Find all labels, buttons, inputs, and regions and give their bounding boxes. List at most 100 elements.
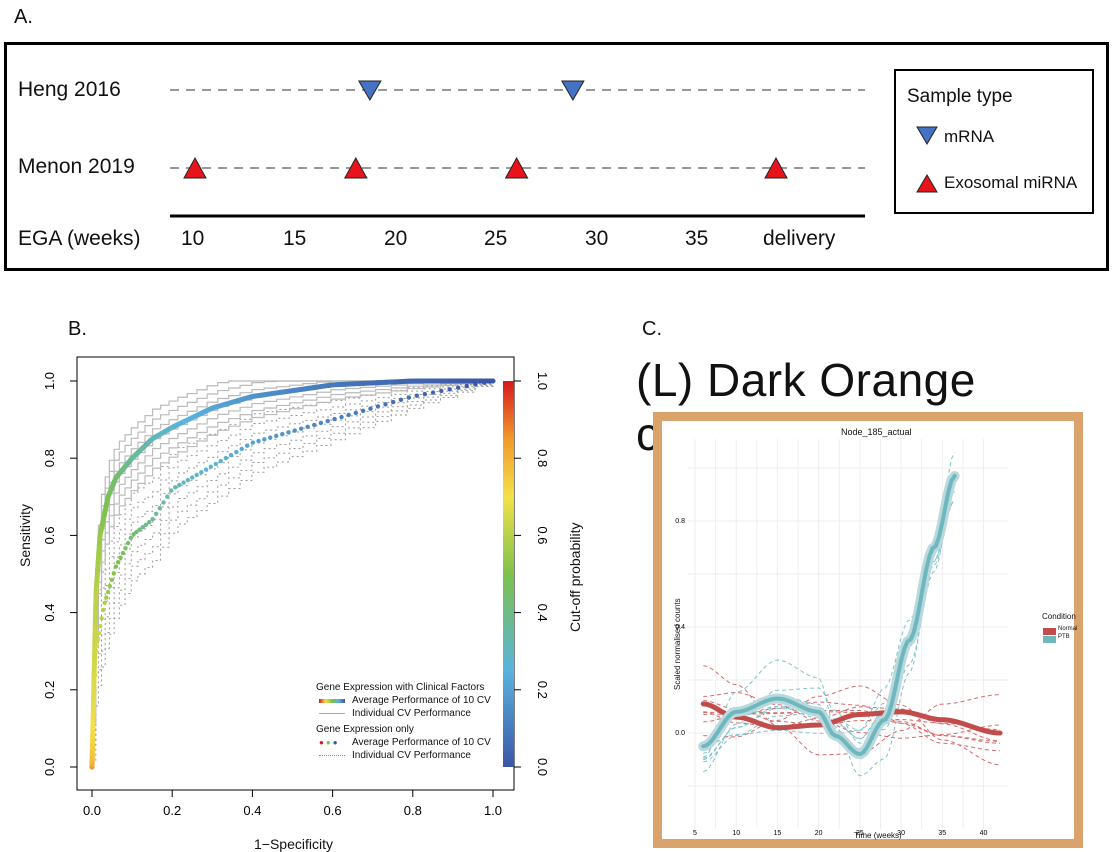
y2-tick-label: 0.8 [535, 449, 550, 467]
legend-label-mrna: mRNA [944, 127, 994, 147]
y-tick-label: 0.0 [42, 758, 57, 776]
roc-point [465, 384, 469, 388]
roc-point [177, 483, 181, 487]
roc-point [102, 601, 106, 605]
legend-item: Average Performance of 10 CV [352, 736, 491, 749]
roc-point [112, 571, 116, 575]
y-tick-label: 0.4 [42, 604, 57, 622]
roc-point [209, 465, 213, 469]
roc-point [346, 413, 350, 417]
roc-x-label: 1−Specificity [254, 836, 333, 852]
x-tick-label: 1.0 [484, 803, 502, 818]
roc-point [169, 488, 173, 492]
row-label-heng: Heng 2016 [18, 78, 121, 102]
roc-point [114, 564, 118, 568]
roc-point [312, 423, 316, 427]
cluster-legend-title: Condition [1042, 612, 1076, 621]
roc-point [158, 506, 162, 510]
roc-point [224, 456, 228, 460]
roc-point [165, 494, 169, 498]
roc-point [101, 608, 105, 612]
roc-point [240, 447, 244, 451]
sample-marker [562, 81, 584, 100]
roc-point [332, 417, 336, 421]
roc-point [447, 387, 451, 391]
legend-title: Sample type [907, 86, 1013, 108]
x-tick-label: 15 [774, 830, 782, 837]
roc-point [274, 434, 278, 438]
roc-point [456, 386, 460, 390]
ega-tick: delivery [763, 227, 835, 251]
roc-point [195, 473, 199, 477]
x-tick-label: 20 [815, 830, 823, 837]
roc-point [262, 437, 266, 441]
y-tick-label: 0.8 [675, 518, 685, 525]
roc-point [354, 411, 358, 415]
x-tick-label: 40 [980, 830, 988, 837]
ega-tick: 35 [685, 227, 708, 251]
roc-point [376, 404, 380, 408]
y-tick-label: 0.8 [42, 449, 57, 467]
roc-point [234, 450, 238, 454]
legend-label-mirna: Exosomal miRNA [944, 173, 1077, 193]
ega-tick: 10 [181, 227, 204, 251]
y-tick-label: 0.0 [675, 730, 685, 737]
roc-point [204, 467, 208, 471]
cluster-x-label: Time (weeks) [854, 831, 902, 840]
y2-tick-label: 0.4 [535, 604, 550, 622]
x-tick-label: 0.8 [404, 803, 422, 818]
roc-point [98, 624, 102, 628]
roc-point [108, 584, 112, 588]
roc-point [383, 402, 387, 406]
roc-point [106, 590, 110, 594]
x-tick-label: 0.4 [243, 803, 261, 818]
y-tick-label: 0.6 [42, 526, 57, 544]
roc-point [423, 392, 427, 396]
roc-point [154, 512, 158, 516]
x-tick-label: 5 [693, 830, 697, 837]
roc-point [286, 430, 290, 434]
legend-ptb-swatch [1043, 636, 1056, 643]
roc-point [123, 546, 127, 550]
y-tick-label: 0.2 [42, 681, 57, 699]
ega-axis-label: EGA (weeks) [18, 227, 141, 251]
roc-point [368, 406, 372, 410]
roc-point [118, 556, 122, 560]
legend-line-swatch [319, 713, 345, 714]
y2-tick-label: 1.0 [535, 372, 550, 390]
roc-y-label: Sensitivity [17, 504, 33, 567]
roc-point [280, 432, 284, 436]
roc-point [305, 425, 309, 429]
roc-point [431, 390, 435, 394]
roc-point [126, 541, 130, 545]
legend-dots-swatch: ●●● [319, 736, 345, 749]
roc-point [161, 500, 165, 504]
roc-point [245, 444, 249, 448]
y-tick-label: 1.0 [42, 372, 57, 390]
cutoff-colorbar [503, 381, 514, 767]
roc-point [407, 395, 411, 399]
roc-point [181, 480, 185, 484]
legend-item: Individual CV Performance [352, 749, 471, 762]
roc-point [399, 398, 403, 402]
x-tick-label: 35 [938, 830, 946, 837]
roc-point [268, 435, 272, 439]
x-tick-label: 0.6 [324, 803, 342, 818]
x-tick-label: 0.2 [163, 803, 181, 818]
legend-normal-swatch [1043, 628, 1056, 635]
panel-c-label: C. [642, 318, 662, 341]
legend-gradient-swatch [319, 699, 345, 703]
roc-point [129, 536, 133, 540]
y2-tick-label: 0.0 [535, 758, 550, 776]
roc-point [325, 419, 329, 423]
ega-tick: 20 [384, 227, 407, 251]
roc-point [219, 459, 223, 463]
legend-dotted-swatch [319, 755, 345, 756]
roc-point [121, 551, 125, 555]
roc-point [173, 485, 177, 489]
roc-point [299, 426, 303, 430]
roc-point [186, 478, 190, 482]
roc-point [150, 517, 154, 521]
